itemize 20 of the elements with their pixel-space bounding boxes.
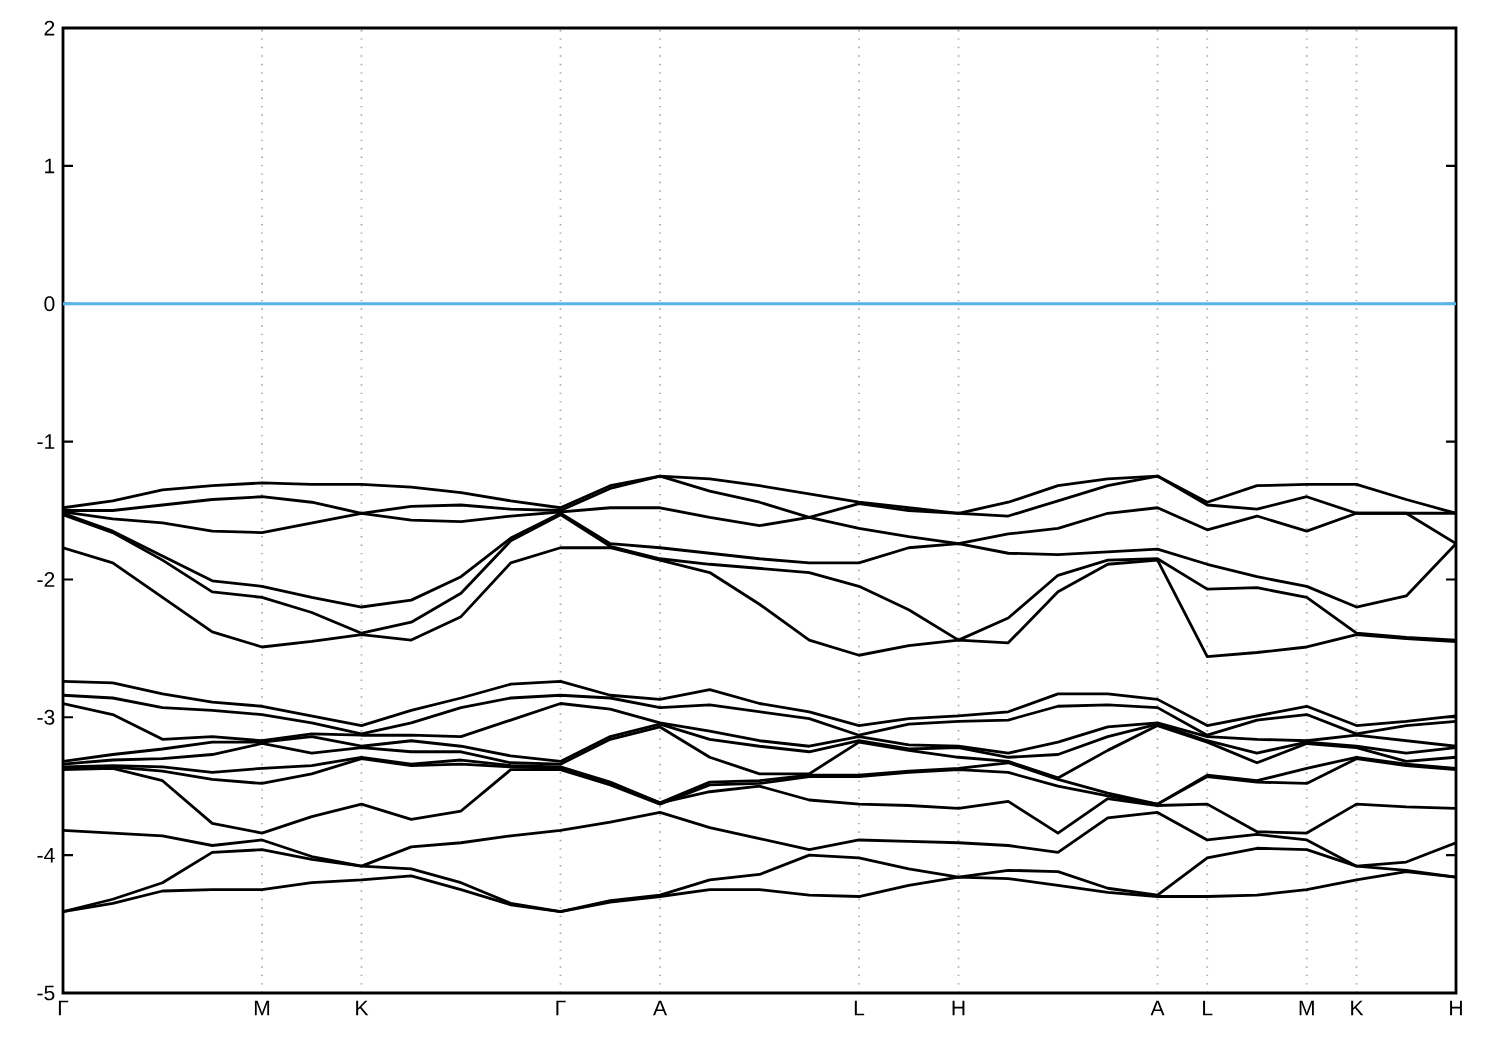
y-tick-label: -3 — [37, 709, 55, 725]
x-tick-label: K — [1351, 1000, 1364, 1016]
x-tick-label: H — [952, 1000, 965, 1016]
x-tick-label: L — [854, 1000, 865, 1016]
x-tick-label: A — [653, 1000, 668, 1016]
y-tick-label: -1 — [37, 434, 55, 449]
x-tick-label: Γ — [58, 1000, 69, 1016]
y-tick-label: 2 — [44, 20, 55, 36]
y-tick-label: -2 — [37, 572, 55, 587]
y-tick-label: -4 — [37, 847, 55, 863]
x-tick-label: M — [1299, 1000, 1314, 1016]
x-tick-label: M — [254, 1000, 270, 1016]
y-tick-label: 1 — [45, 158, 55, 174]
x-tick-label: K — [356, 1000, 369, 1016]
x-tick-label: H — [1450, 1000, 1462, 1016]
y-tick-label: 0 — [44, 296, 55, 312]
x-tick-label: Γ — [556, 1000, 566, 1016]
y-tick-label: -5 — [37, 985, 55, 1001]
x-tick-label: L — [1203, 1000, 1213, 1016]
x-tick-label: A — [1150, 1000, 1165, 1016]
